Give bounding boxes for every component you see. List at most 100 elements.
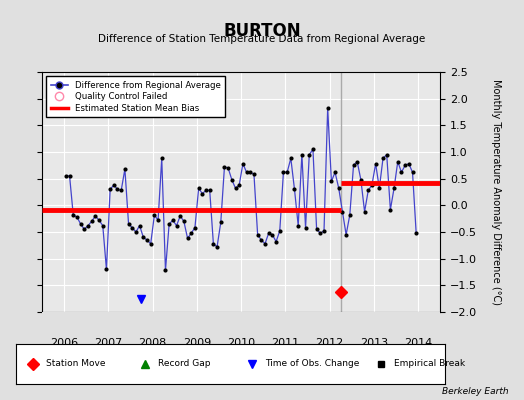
Text: Station Move: Station Move	[46, 360, 105, 368]
Point	[243, 169, 251, 176]
Point	[106, 186, 114, 192]
Point	[346, 212, 354, 218]
Point	[279, 169, 288, 176]
Point	[147, 240, 155, 247]
Point	[202, 187, 210, 194]
Point	[224, 165, 232, 171]
Point	[316, 230, 324, 236]
Point	[194, 185, 203, 192]
Point	[69, 212, 78, 218]
Point	[91, 213, 100, 219]
Point	[250, 171, 258, 178]
Point	[172, 222, 181, 229]
Point	[176, 213, 184, 219]
Point	[220, 164, 228, 170]
Text: BURTON: BURTON	[223, 22, 301, 40]
Point	[88, 218, 96, 224]
Point	[294, 222, 302, 229]
Point	[342, 232, 351, 238]
Point	[191, 224, 199, 231]
Point	[408, 169, 417, 176]
Point	[124, 221, 133, 227]
Text: Time of Obs. Change: Time of Obs. Change	[265, 360, 359, 368]
Point	[386, 206, 395, 213]
Point	[80, 226, 89, 232]
Point	[412, 230, 420, 236]
Point	[169, 217, 177, 224]
Point	[132, 229, 140, 235]
Point	[73, 214, 81, 220]
Point	[99, 222, 107, 229]
Point	[113, 186, 122, 192]
Point	[287, 155, 295, 162]
Point	[84, 222, 92, 229]
Point	[364, 187, 373, 194]
Point	[301, 224, 310, 231]
Point	[272, 238, 280, 245]
Point	[150, 212, 159, 218]
Point	[161, 267, 170, 274]
Point	[383, 152, 391, 158]
Point	[323, 105, 332, 112]
Point	[265, 230, 273, 236]
Point	[180, 218, 188, 224]
Point	[110, 182, 118, 188]
Point	[257, 237, 266, 243]
Point	[353, 158, 362, 165]
Text: Empirical Break: Empirical Break	[394, 360, 465, 368]
Point	[298, 152, 306, 158]
Point	[246, 169, 255, 176]
Point	[401, 162, 409, 168]
Point	[62, 173, 70, 179]
Point	[361, 208, 369, 215]
Point	[158, 155, 166, 162]
Point	[339, 208, 347, 215]
Legend: Difference from Regional Average, Quality Control Failed, Estimated Station Mean: Difference from Regional Average, Qualit…	[46, 76, 225, 117]
Point	[209, 240, 217, 247]
Point	[213, 244, 221, 250]
Point	[327, 178, 335, 184]
Point	[350, 162, 358, 168]
Point	[216, 219, 225, 226]
Point	[268, 232, 277, 238]
Point	[143, 237, 151, 243]
Point	[117, 187, 125, 194]
Point	[309, 146, 317, 152]
Point	[183, 235, 192, 242]
Point	[66, 173, 74, 179]
Point	[290, 186, 299, 192]
Point	[128, 224, 136, 231]
Point	[394, 158, 402, 165]
Text: Record Gap: Record Gap	[158, 360, 210, 368]
Point	[102, 266, 111, 272]
Text: Difference of Station Temperature Data from Regional Average: Difference of Station Temperature Data f…	[99, 34, 425, 44]
Point	[375, 185, 384, 192]
Point	[139, 234, 148, 240]
Point	[231, 185, 239, 192]
Point	[397, 169, 406, 176]
Point	[198, 190, 206, 197]
Point	[390, 185, 398, 192]
Point	[305, 152, 313, 158]
Point	[320, 228, 328, 234]
Point	[379, 155, 387, 162]
Point	[283, 169, 291, 176]
Point	[95, 217, 103, 224]
Point	[227, 176, 236, 183]
Point	[334, 185, 343, 192]
Point	[165, 221, 173, 227]
Point	[312, 226, 321, 232]
Point	[254, 232, 262, 238]
Y-axis label: Monthly Temperature Anomaly Difference (°C): Monthly Temperature Anomaly Difference (…	[491, 79, 501, 305]
Point	[205, 187, 214, 194]
Point	[154, 217, 162, 224]
Point	[405, 160, 413, 167]
Point	[331, 169, 339, 176]
Point	[261, 240, 269, 247]
Point	[187, 230, 195, 236]
Point	[368, 182, 376, 188]
Point	[77, 221, 85, 227]
Point	[357, 176, 365, 183]
Point	[121, 166, 129, 172]
Point	[235, 182, 243, 188]
